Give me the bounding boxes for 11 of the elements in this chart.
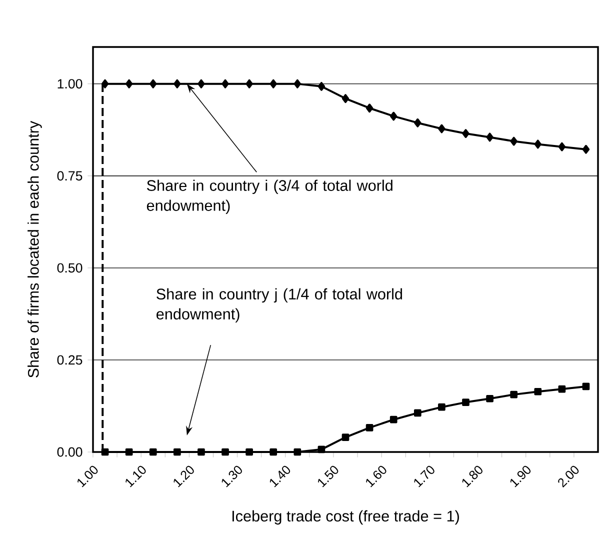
annotation: Share in country i (3/4 of total world endowment) — [146, 180, 392, 214]
x-axis-title: Iceberg trade cost (free trade = 1) — [232, 510, 459, 525]
x-tick-label: 1.50 — [318, 466, 338, 488]
annotation: Share in country j (1/4 of total world endowment) — [156, 288, 402, 323]
y-tick-label: 0.50 — [57, 263, 82, 273]
y-tick-label: 0.25 — [57, 355, 82, 365]
y-tick-label: 0.00 — [57, 447, 82, 457]
y-tick-label: 0.75 — [57, 171, 82, 181]
x-tick-label: 1.00 — [78, 466, 98, 488]
y-tick-label: 1.00 — [58, 79, 82, 89]
y-axis-title: Share of firms located in each country — [28, 120, 42, 378]
